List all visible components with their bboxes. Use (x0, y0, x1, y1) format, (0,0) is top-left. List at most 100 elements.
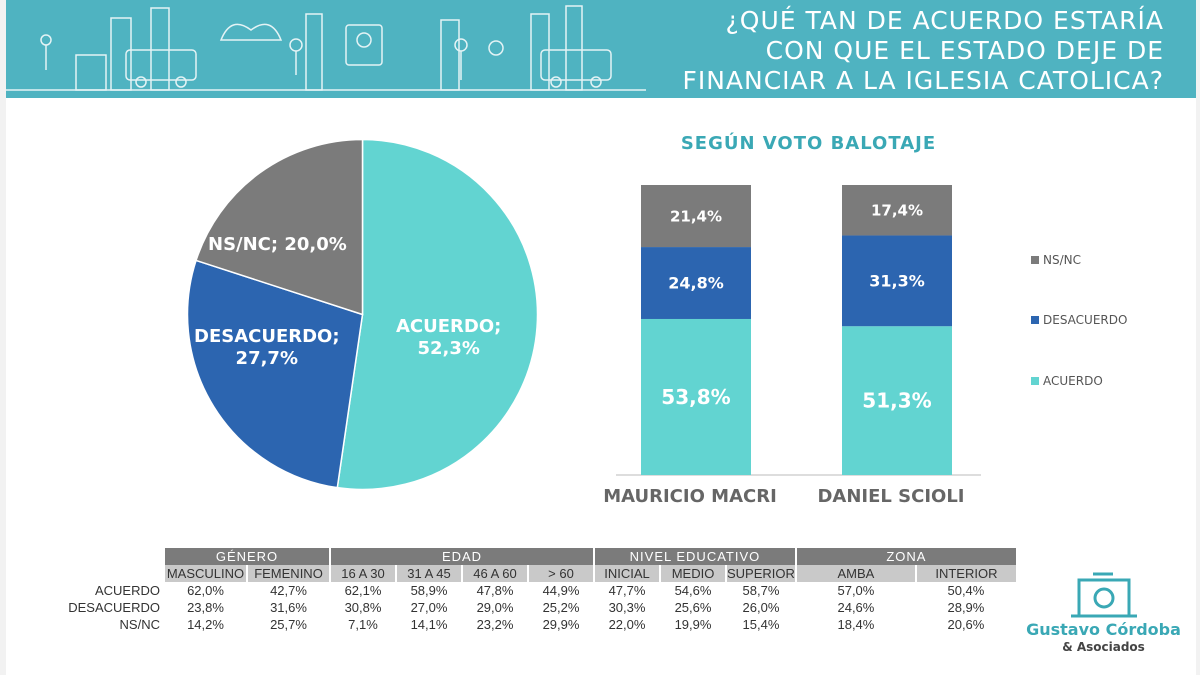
group-zona: ZONA (794, 548, 1016, 565)
group-genero: GÉNERO (163, 548, 330, 565)
col-header: SUPERIOR (725, 565, 796, 582)
bar-category-scioli: DANIEL SCIOLI (817, 486, 965, 507)
bar-data-label: 53,8% (661, 385, 730, 409)
bar-segment-acuerdo (842, 326, 952, 475)
ballot-box-icon (1071, 572, 1137, 618)
bar-segment-desacuerdo (842, 235, 952, 327)
legend-item-acuerdo: ACUERDO (1031, 374, 1103, 388)
bar-chart-title: SEGÚN VOTO BALOTAJE (680, 133, 937, 154)
table-row: NS/NC 14,2% 25,7% 7,1% 14,1% 23,2% 29,9%… (66, 616, 1016, 633)
table-row: ACUERDO 62,0% 42,7% 62,1% 58,9% 47,8% 44… (66, 582, 1016, 599)
legend-item-desacuerdo: DESACUERDO (1031, 313, 1127, 327)
table-cell: 57,0% (837, 583, 875, 598)
bar-segment-nsnc (842, 185, 952, 236)
table-cell: 25,7% (270, 617, 307, 632)
col-header: 31 A 45 (395, 565, 462, 582)
table-cell: 29,9% (542, 617, 580, 632)
city-illustration (6, 5, 646, 91)
table-cell: 44,9% (542, 583, 580, 598)
bar-segment-acuerdo (641, 318, 751, 475)
table-cell: 20,6% (947, 617, 985, 632)
table-cell: 14,1% (410, 617, 448, 632)
table-cell: 18,4% (837, 617, 875, 632)
table-cell: 31,6% (270, 600, 307, 615)
pie-svg (186, 138, 539, 491)
table-cell: 29,0% (476, 600, 514, 615)
pie-label-acuerdo: ACUERDO; 52,3% (396, 316, 501, 360)
crosstab-table: GÉNERO EDAD NIVEL EDUCATIVO ZONA MASCULI… (66, 548, 1016, 633)
pie-label-desacuerdo-name: DESACUERDO; (194, 326, 340, 347)
col-header: INTERIOR (914, 565, 1016, 582)
legend-label-acuerdo: ACUERDO (1043, 374, 1103, 388)
legend-label-desacuerdo: DESACUERDO (1043, 313, 1128, 327)
legend-item-nsnc: NS/NC (1031, 253, 1081, 267)
table-row: DESACUERDO 23,8% 31,6% 30,8% 27,0% 29,0%… (66, 599, 1016, 616)
table-cell: 50,4% (947, 583, 985, 598)
title-line-3: FINANCIAR A LA IGLESIA CATOLICA? (682, 66, 1164, 95)
table-cell: 15,4% (742, 617, 780, 632)
legend-label-nsnc: NS/NC (1043, 253, 1081, 267)
bar-segment-desacuerdo (641, 247, 751, 319)
col-header: MASCULINO (163, 565, 247, 582)
table-cell: 54,6% (674, 583, 712, 598)
row-label: NS/NC (119, 617, 160, 632)
group-nivel-educativo: NIVEL EDUCATIVO (593, 548, 796, 565)
row-label: DESACUERDO (68, 600, 160, 615)
table-cell: 62,1% (344, 583, 382, 598)
bar-data-label: 17,4% (871, 201, 923, 219)
table-cell: 42,7% (270, 583, 307, 598)
col-header: INICIAL (593, 565, 660, 582)
table-cell: 19,9% (674, 617, 712, 632)
slide: ¿QUÉ TAN DE ACUERDO ESTARÍA CON QUE EL E… (6, 0, 1196, 675)
legend-swatch-nsnc (1031, 256, 1039, 264)
col-header: 16 A 30 (329, 565, 396, 582)
table-cell: 30,3% (608, 600, 646, 615)
table-cell: 7,1% (348, 617, 378, 632)
row-label: ACUERDO (94, 583, 160, 598)
page-title: ¿QUÉ TAN DE ACUERDO ESTARÍA CON QUE EL E… (604, 6, 1164, 96)
table-cell: 58,9% (410, 583, 448, 598)
table-cell: 47,7% (608, 583, 646, 598)
table-cell: 14,2% (187, 617, 224, 632)
table-cell: 30,8% (344, 600, 382, 615)
col-header: > 60 (527, 565, 594, 582)
table-cell: 28,9% (947, 600, 985, 615)
header-banner: ¿QUÉ TAN DE ACUERDO ESTARÍA CON QUE EL E… (6, 0, 1196, 98)
col-header: MEDIO (659, 565, 726, 582)
col-header: 46 A 60 (461, 565, 528, 582)
col-header: FEMENINO (246, 565, 330, 582)
stacked-bar-chart: 53,8% 24,8% 21,4% 51,3% 31,3% 17,4% (616, 185, 981, 476)
pie-label-nsnc: NS/NC; 20,0% (208, 234, 347, 256)
pie-label-nsnc-name: NS/NC; 20,0% (208, 234, 347, 255)
group-edad: EDAD (329, 548, 594, 565)
pie-label-desacuerdo-value: 27,7% (235, 348, 298, 369)
table-cell: 47,8% (476, 583, 514, 598)
pie-label-acuerdo-value: 52,3% (417, 338, 480, 359)
bar-data-label: 21,4% (670, 207, 722, 225)
table-column-header-row: MASCULINO FEMENINO 16 A 30 31 A 45 46 A … (66, 565, 1016, 582)
table-cell: 62,0% (187, 583, 224, 598)
title-line-2: CON QUE EL ESTADO DEJE DE (765, 36, 1164, 65)
bar-category-macri: MAURICIO MACRI (603, 486, 777, 507)
legend-swatch-acuerdo (1031, 377, 1039, 385)
table-cell: 23,8% (187, 600, 224, 615)
col-header: AMBA (794, 565, 916, 582)
pie-chart: ACUERDO; 52,3% DESACUERDO; 27,7% NS/NC; … (186, 138, 539, 491)
bar-data-label: 51,3% (862, 389, 931, 413)
table-cell: 27,0% (410, 600, 448, 615)
table-cell: 26,0% (742, 600, 780, 615)
table-cell: 25,2% (542, 600, 580, 615)
pie-label-acuerdo-name: ACUERDO; (396, 316, 502, 337)
logo-name: Gustavo Córdoba (1026, 620, 1181, 639)
pie-slice-nsnc (195, 138, 364, 316)
table-cell: 24,6% (837, 600, 875, 615)
table-cell: 25,6% (674, 600, 712, 615)
bar-segment-nsnc (641, 185, 751, 248)
table-group-header-row: GÉNERO EDAD NIVEL EDUCATIVO ZONA (66, 548, 1016, 565)
legend-swatch-desacuerdo (1031, 316, 1039, 324)
company-logo: Gustavo Córdoba & Asociados (1021, 570, 1186, 660)
pie-label-desacuerdo: DESACUERDO; 27,7% (194, 326, 340, 370)
pie-slice-desacuerdo (186, 259, 364, 489)
bar-data-label: 31,3% (869, 271, 925, 290)
pie-slice-acuerdo (336, 138, 539, 491)
